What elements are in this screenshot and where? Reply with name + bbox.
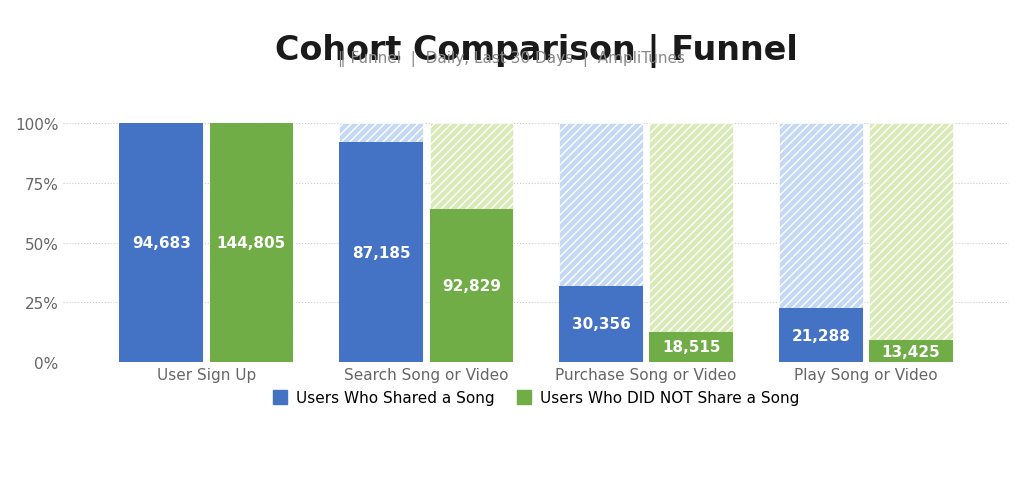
Bar [869,123,953,362]
Bar [429,123,513,362]
Bar [649,332,733,362]
Bar [559,286,643,362]
Text: 92,829: 92,829 [441,278,501,293]
Bar [210,123,293,362]
Bar [649,123,733,362]
Bar [779,309,863,362]
Text: 94,683: 94,683 [132,236,190,251]
Bar [559,123,643,362]
Bar [120,123,203,362]
Text: 21,288: 21,288 [792,328,850,343]
Bar [210,123,293,362]
Text: 13,425: 13,425 [882,344,940,359]
Legend: Users Who Shared a Song, Users Who DID NOT Share a Song: Users Who Shared a Song, Users Who DID N… [266,384,806,412]
Text: 87,185: 87,185 [352,245,411,260]
Text: 144,805: 144,805 [217,236,286,251]
Bar [779,123,863,362]
Text: 18,515: 18,515 [662,340,721,355]
Bar [120,123,203,362]
Bar [869,340,953,362]
Bar [429,209,513,362]
Bar [339,123,423,362]
Text: ‖ Funnel  |  Daily, Last 30 Days  |  AmpliTunes: ‖ Funnel | Daily, Last 30 Days | AmpliTu… [339,50,685,66]
Bar [339,143,423,362]
Text: 30,356: 30,356 [571,317,631,332]
Title: Cohort Comparison | Funnel: Cohort Comparison | Funnel [274,34,798,68]
